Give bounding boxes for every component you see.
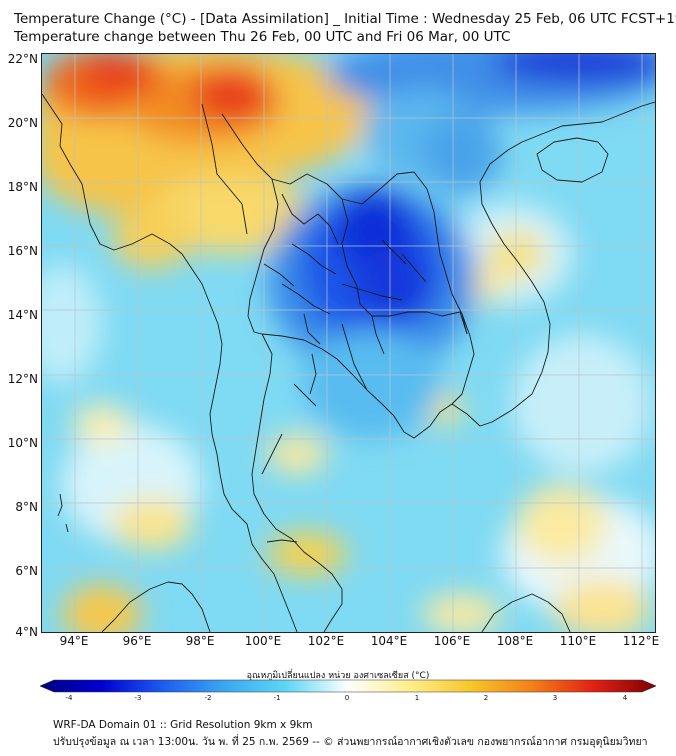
colorbar-tick-4: 4 [622,694,628,702]
temperature-field [42,54,655,632]
lat-label-22n: 22°N [7,52,38,66]
lon-label-110e: 110°E [559,634,597,648]
footer-credit: ปรับปรุงข้อมูล ณ เวลา 13:00น. วัน พ. ที่… [53,736,648,748]
lat-label-6n: 6°N [15,564,38,578]
lat-label-12n: 12°N [7,372,38,386]
lon-label-106e: 106°E [433,634,471,648]
lat-label-16n: 16°N [7,244,38,258]
map-canvas [42,54,655,632]
colorbar-tick-minus3: -3 [134,694,142,702]
colorbar-tick-minus1: -1 [273,694,281,702]
lat-label-18n: 18°N [7,180,38,194]
colorbar-tick-1: 1 [414,694,420,702]
graticule [42,54,655,632]
map-subtitle: Temperature change between Thu 26 Feb, 0… [14,29,511,45]
colorbar-tick-2: 2 [483,694,489,702]
lat-label-14n: 14°N [7,308,38,322]
temperature-change-map [41,53,656,633]
lat-label-20n: 20°N [7,116,38,130]
lon-label-108e: 108°E [496,634,534,648]
lat-label-8n: 8°N [15,500,38,514]
lon-label-102e: 102°E [307,634,345,648]
colorbar-tick-minus2: -2 [204,694,212,702]
lon-label-112e: 112°E [622,634,660,648]
colorbar-tick-0: 0 [344,694,350,702]
colorbar-ramp [40,679,656,693]
lon-label-96e: 96°E [122,634,152,648]
colorbar-tick-3: 3 [552,694,558,702]
lat-label-4n: 4°N [15,625,38,639]
coastlines-and-borders [42,93,655,632]
map-title: Temperature Change (°C) - [Data Assimila… [14,11,676,27]
lat-label-10n: 10°N [7,436,38,450]
colorbar-tick-minus4: -4 [65,694,73,702]
lon-label-94e: 94°E [59,634,89,648]
lon-label-98e: 98°E [185,634,215,648]
lon-label-100e: 100°E [244,634,282,648]
lon-label-104e: 104°E [370,634,408,648]
colorbar-label: อุณหภูมิเปลี่ยนแปลง หน่วย องศาเซลเซียส (… [246,671,430,681]
footer-model-info: WRF-DA Domain 01 :: Grid Resolution 9km … [53,719,313,731]
colorbar [40,679,656,693]
